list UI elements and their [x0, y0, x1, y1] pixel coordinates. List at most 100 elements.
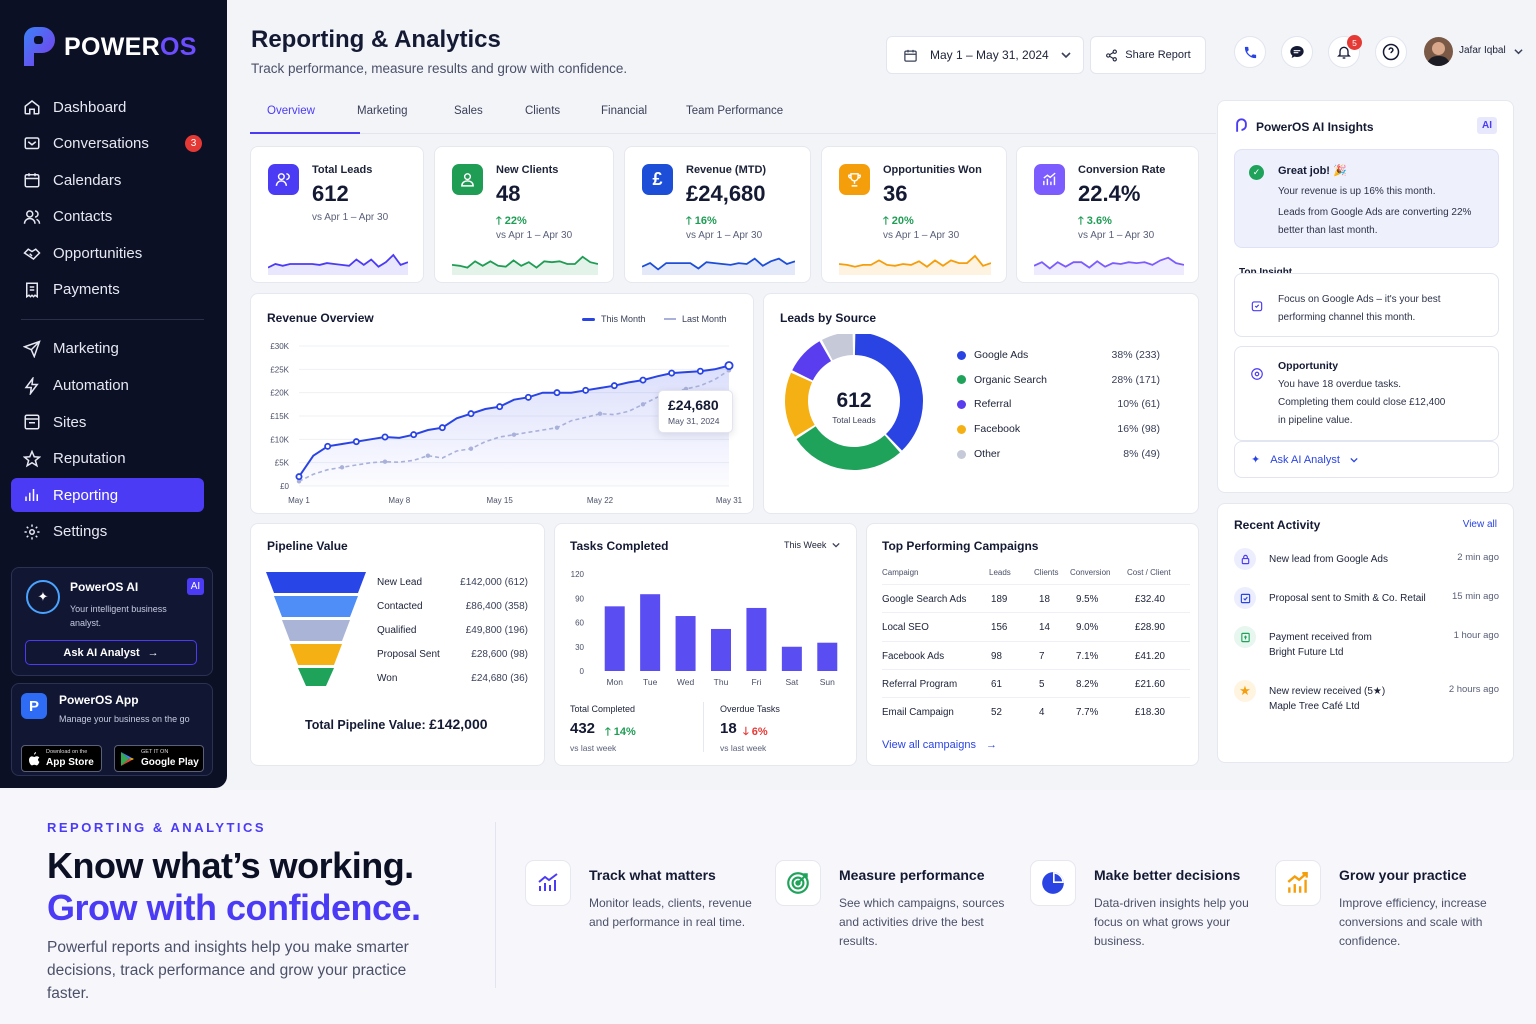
- this-month-point[interactable]: [553, 389, 561, 397]
- donut-slice-other[interactable]: [821, 334, 854, 361]
- table-row[interactable]: Email Campaign 52 4 7.7% £18.30: [882, 697, 1190, 725]
- nav-calendars[interactable]: Calendars: [11, 163, 204, 197]
- kpi-card-total-leads[interactable]: Total Leads 612 vs Apr 1 – Apr 30: [250, 146, 424, 283]
- nav-dashboard[interactable]: Dashboard: [11, 90, 204, 124]
- user-menu[interactable]: Jafar Iqbal: [1424, 37, 1524, 69]
- this-month-point[interactable]: [696, 367, 704, 375]
- table-row[interactable]: Facebook Ads 98 7 7.1% £41.20: [882, 640, 1190, 669]
- table-row[interactable]: Google Search Ads 189 18 9.5% £32.40: [882, 584, 1190, 612]
- ai-sparkle-icon: ✦: [26, 580, 60, 614]
- nav-contacts[interactable]: Contacts: [11, 200, 204, 234]
- kpi-card-revenue[interactable]: £ Revenue (MTD) £24,680 🡑 16% vs Apr 1 –…: [624, 146, 811, 283]
- nav-reporting[interactable]: Reporting: [11, 478, 204, 513]
- app-store-small-text: Download on the: [46, 749, 88, 755]
- kpi-card-conversion-rate[interactable]: Conversion Rate 22.4% 🡑 3.6% vs Apr 1 – …: [1016, 146, 1199, 283]
- period-select[interactable]: This Week: [784, 540, 841, 550]
- funnel-stage-won[interactable]: [298, 668, 334, 686]
- this-month-point[interactable]: [438, 424, 446, 432]
- top-insight-card[interactable]: Focus on Google Ads – it's your best per…: [1234, 273, 1499, 337]
- nav-automation[interactable]: Automation: [11, 369, 204, 403]
- brand-logo[interactable]: POWEROS: [22, 26, 197, 68]
- opportunity-card[interactable]: Opportunity You have 18 overdue tasks. C…: [1234, 346, 1499, 441]
- activity-view-all-link[interactable]: View all: [1462, 519, 1497, 530]
- funnel-stage-new-lead[interactable]: [266, 572, 366, 593]
- this-month-point[interactable]: [381, 433, 389, 441]
- date-range-picker[interactable]: May 1 – May 31, 2024: [886, 36, 1084, 74]
- funnel-stage-qualified[interactable]: [282, 620, 350, 641]
- bar-fri[interactable]: [746, 607, 767, 671]
- this-month-point[interactable]: [467, 410, 475, 418]
- activity-item[interactable]: Payment received from Bright Future Ltd …: [1234, 626, 1499, 662]
- this-month-point[interactable]: [610, 382, 618, 390]
- bar-thu[interactable]: [711, 628, 731, 671]
- help-button[interactable]: [1375, 36, 1407, 68]
- bar-sun[interactable]: [817, 642, 838, 671]
- legend-item[interactable]: Referral 10% (61): [957, 398, 1182, 414]
- this-month-point[interactable]: [410, 431, 418, 439]
- tab-team-performance[interactable]: Team Performance: [686, 105, 784, 117]
- this-month-point[interactable]: [324, 442, 332, 450]
- funnel-stage-contacted[interactable]: [274, 596, 358, 617]
- app-store-button[interactable]: Download on the App Store: [21, 745, 102, 772]
- donut-slice-organic-search[interactable]: [796, 426, 900, 470]
- google-play-button[interactable]: GET IT ON Google Play: [114, 745, 204, 772]
- share-report-button[interactable]: Share Report: [1090, 36, 1206, 74]
- activity-item[interactable]: New lead from Google Ads 2 min ago: [1234, 548, 1499, 578]
- tasks-bar-chart[interactable]: 120 90 60 30 0 Mon Tue Wed Thu Fri Sat Sun: [555, 566, 850, 691]
- nav-payments[interactable]: Payments: [11, 273, 204, 307]
- bar-mon[interactable]: [604, 606, 625, 671]
- legend-item[interactable]: Google Ads 38% (233): [957, 349, 1182, 365]
- nav-sites[interactable]: Sites: [11, 405, 204, 439]
- tab-sales[interactable]: Sales: [454, 105, 483, 117]
- leads-donut-chart[interactable]: [779, 334, 929, 484]
- this-month-point[interactable]: [724, 361, 734, 371]
- last-month-line[interactable]: [298, 369, 730, 483]
- tab-financial[interactable]: Financial: [601, 105, 648, 117]
- table-row[interactable]: Local SEO 156 14 9.0% £28.90: [882, 612, 1190, 640]
- messages-button[interactable]: [1281, 36, 1313, 68]
- revenue-line-chart[interactable]: £30K £25K £20K £15K £10K £5K £0 May 1 May 8 May 1…: [251, 334, 751, 509]
- donut-slice-referral[interactable]: [792, 341, 832, 381]
- view-all-campaigns-link[interactable]: View all campaigns →: [882, 739, 997, 751]
- ask-ai-analyst-button[interactable]: Ask AI Analyst →: [25, 640, 197, 665]
- notifications-button[interactable]: 5: [1328, 35, 1362, 68]
- kpi-change: 🡑 22%: [496, 212, 527, 231]
- nav-opportunities[interactable]: Opportunities: [11, 236, 204, 270]
- bar-sat[interactable]: [781, 646, 802, 671]
- this-month-point[interactable]: [295, 473, 303, 481]
- nav-reputation[interactable]: Reputation: [11, 442, 204, 476]
- table-row[interactable]: Referral Program 61 5 8.2% £21.60: [882, 668, 1190, 697]
- bar-wed[interactable]: [675, 616, 696, 671]
- legend-item[interactable]: Other 8% (49): [957, 448, 1182, 464]
- pound-icon: £: [642, 164, 673, 195]
- great-job-line-1: Your revenue is up 16% this month.: [1278, 186, 1436, 197]
- tab-marketing[interactable]: Marketing: [357, 105, 408, 117]
- tab-clients[interactable]: Clients: [525, 105, 561, 117]
- this-month-line[interactable]: [298, 364, 730, 478]
- pipeline-funnel[interactable]: [266, 572, 366, 687]
- legend-item[interactable]: Facebook 16% (98): [957, 423, 1182, 439]
- donut-slice-facebook[interactable]: [785, 372, 815, 437]
- kpi-change-value: 3.6%: [1086, 215, 1112, 227]
- kpi-card-opportunities-won[interactable]: Opportunities Won 36 🡑 20% vs Apr 1 – Ap…: [821, 146, 1007, 283]
- legend-item[interactable]: Organic Search 28% (171): [957, 374, 1182, 390]
- nav-conversations[interactable]: Conversations 3: [11, 127, 204, 161]
- this-month-point[interactable]: [668, 369, 676, 377]
- this-month-point[interactable]: [496, 403, 504, 411]
- nav-marketing[interactable]: Marketing: [11, 332, 204, 366]
- this-month-point[interactable]: [352, 438, 360, 446]
- tab-overview[interactable]: Overview: [267, 105, 315, 117]
- kpi-card-new-clients[interactable]: New Clients 48 🡑 22% vs Apr 1 – Apr 30: [434, 146, 614, 283]
- this-month-point[interactable]: [582, 386, 590, 394]
- phone-button[interactable]: [1234, 36, 1266, 68]
- nav-settings[interactable]: Settings: [11, 515, 204, 549]
- ask-ai-analyst-link[interactable]: ✦ Ask AI Analyst: [1234, 441, 1499, 478]
- this-month-point[interactable]: [524, 393, 532, 401]
- bar-tue[interactable]: [640, 594, 661, 671]
- activity-item[interactable]: Proposal sent to Smith & Co. Retail 15 m…: [1234, 587, 1499, 617]
- funnel-stage-proposal-sent[interactable]: [290, 644, 342, 665]
- chart-up-icon: [525, 860, 571, 906]
- donut-slice-google-ads[interactable]: [854, 334, 923, 451]
- activity-item[interactable]: ★ New review received (5★) Maple Tree Ca…: [1234, 680, 1499, 716]
- this-month-point[interactable]: [639, 376, 647, 384]
